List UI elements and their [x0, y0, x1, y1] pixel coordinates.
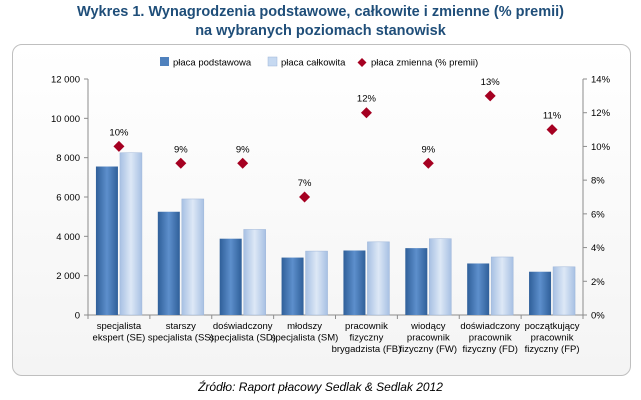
left-tick-label: 2 000 [56, 271, 80, 282]
bar-placa-calkowita [119, 152, 143, 316]
right-tick-label: 12% [591, 108, 611, 119]
marker-placa-zmienna [546, 124, 558, 136]
bar-placa-podstawowa [219, 238, 242, 315]
left-tick-label: 12 000 [51, 75, 80, 86]
category-label: brygadzista (FB) [332, 344, 402, 355]
left-tick-label: 8 000 [56, 153, 80, 164]
legend-swatch-placa-zmienna [357, 58, 367, 67]
category-label: wiodący [410, 321, 446, 332]
legend-label-placa-podstawowa: płaca podstawowa [173, 58, 252, 69]
source-note: Źródło: Raport płacowy Sedlak & Sedlak 2… [198, 380, 443, 394]
marker-placa-zmienna [113, 140, 125, 152]
chart-title-line1: Wykres 1. Wynagrodzenia podstawowe, całk… [77, 4, 564, 20]
legend-label-placa-zmienna: płaca zmienna (% premii) [371, 58, 478, 69]
right-tick-label: 0% [591, 311, 605, 322]
category-label: pracownik [531, 333, 574, 344]
bar-placa-podstawowa [157, 211, 180, 315]
left-tick-label: 6 000 [56, 193, 80, 204]
bar-placa-calkowita [367, 241, 390, 316]
category-label: specjalista (SM) [271, 333, 339, 344]
left-tick-label: 4 000 [56, 232, 80, 243]
bar-placa-calkowita [552, 266, 576, 316]
bar-placa-podstawowa [405, 248, 428, 315]
category-label: pracownik [469, 333, 512, 344]
bar-placa-calkowita [490, 256, 514, 316]
data-label-premia: 11% [543, 111, 562, 122]
marker-placa-zmienna [360, 107, 372, 119]
category-label: starszy [166, 321, 196, 332]
category-label: doświadczony [213, 321, 273, 332]
category-label: fizyczny (FP) [525, 344, 580, 355]
data-label-premia: 9% [236, 144, 250, 155]
legend-swatch-placa-calkowita [267, 56, 278, 67]
legend-label-placa-calkowita: płaca całkowita [281, 58, 346, 69]
category-label: młodszy [287, 321, 322, 332]
marker-placa-zmienna [299, 191, 311, 203]
category-label: początkujący [525, 321, 580, 332]
legend-swatch-placa-podstawowa [160, 57, 169, 66]
bar-placa-podstawowa [281, 257, 304, 315]
category-label: specjalista (SD) [209, 333, 276, 344]
category-label: ekspert (SE) [93, 333, 146, 344]
category-label: fizyczny (FW) [400, 344, 458, 355]
category-label: pracownik [407, 333, 450, 344]
data-label-premia: 10% [109, 127, 129, 138]
marker-placa-zmienna [237, 157, 249, 169]
legend: płaca podstawowa płaca całkowita płaca zmi… [160, 56, 478, 69]
right-tick-label: 6% [591, 209, 605, 220]
right-tick-label: 8% [591, 176, 605, 187]
category-label: specjalista [97, 321, 142, 332]
category-label: fizyczny (FD) [462, 344, 517, 355]
right-tick-label: 14% [591, 75, 611, 86]
data-label-premia: 9% [174, 144, 188, 155]
bar-placa-podstawowa [467, 263, 490, 315]
left-tick-label: 10 000 [51, 114, 80, 125]
data-label-premia: 12% [357, 94, 377, 105]
category-label: pracownik [345, 321, 388, 332]
category-label: fizyczny [350, 333, 384, 344]
category-label: doświadczony [460, 321, 520, 332]
right-tick-label: 4% [591, 243, 605, 254]
marker-placa-zmienna [422, 157, 434, 169]
marker-placa-zmienna [175, 157, 187, 169]
bar-placa-calkowita [181, 198, 205, 316]
category-label: specjalista (SS) [148, 333, 214, 344]
data-label-premia: 7% [298, 178, 312, 189]
right-tick-label: 2% [591, 277, 605, 288]
data-label-premia: 13% [481, 77, 501, 88]
bar-placa-podstawowa [95, 166, 118, 315]
bar-placa-podstawowa [529, 271, 552, 315]
data-label-premia: 9% [421, 144, 435, 155]
bar-placa-podstawowa [343, 250, 366, 315]
marker-placa-zmienna [484, 90, 496, 102]
bar-placa-calkowita [305, 250, 328, 316]
bar-placa-calkowita [243, 229, 266, 316]
left-tick-label: 0 [75, 311, 80, 322]
bar-placa-calkowita [429, 238, 452, 316]
right-tick-label: 10% [591, 142, 611, 153]
chart-title-line2: na wybranych poziomach stanowisk [195, 23, 446, 39]
